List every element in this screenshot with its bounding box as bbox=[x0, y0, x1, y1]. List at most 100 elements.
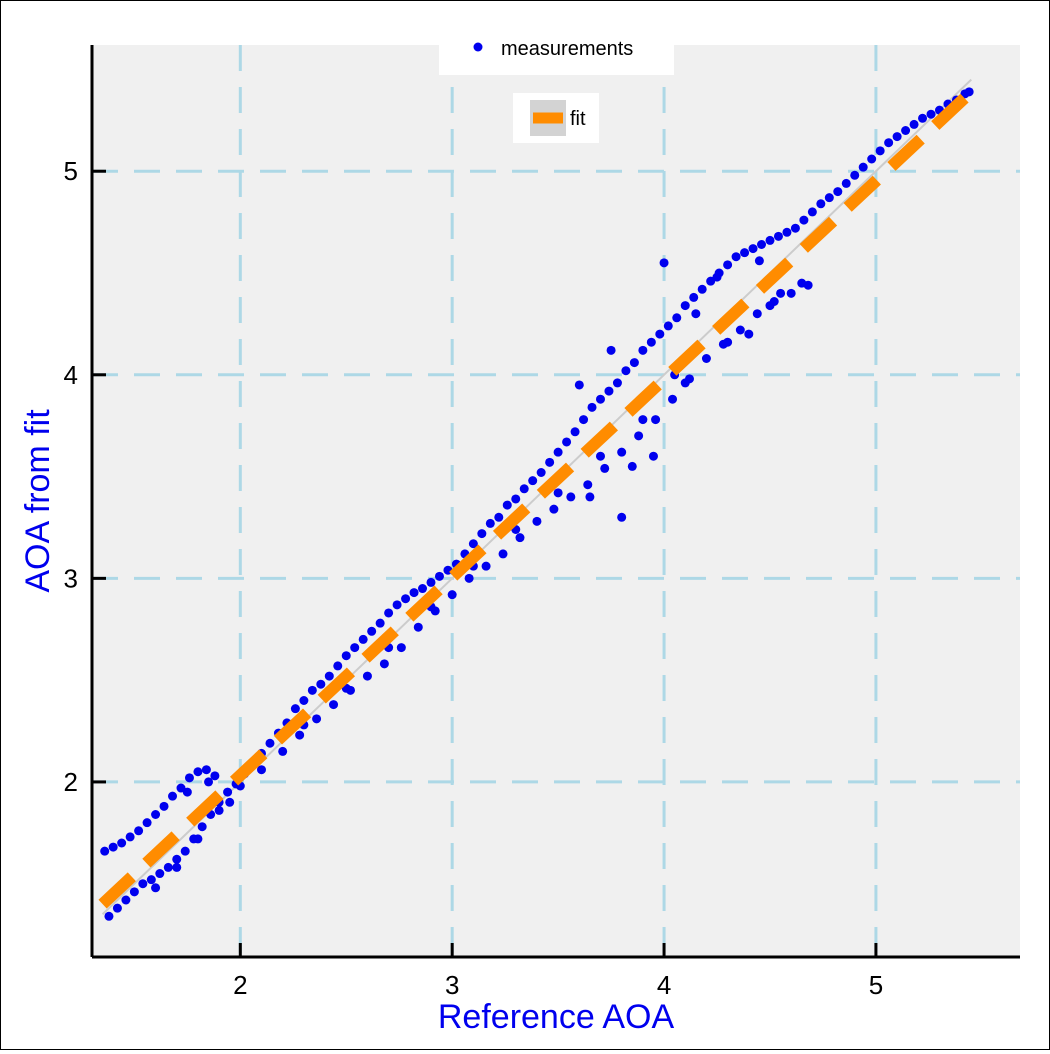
measurement-point bbox=[464, 573, 474, 583]
measurement-point bbox=[193, 834, 203, 844]
measurement-point bbox=[159, 801, 169, 811]
measurement-point bbox=[112, 903, 122, 913]
plot-background bbox=[92, 45, 1020, 957]
measurement-point bbox=[295, 730, 305, 740]
measurement-point bbox=[964, 87, 974, 97]
x-tick-label: 4 bbox=[657, 970, 671, 1000]
measurement-point bbox=[481, 561, 491, 571]
measurement-point bbox=[193, 767, 203, 777]
measurement-point bbox=[612, 378, 622, 388]
measurement-point bbox=[341, 651, 351, 661]
measurement-point bbox=[210, 771, 220, 781]
measurement-point bbox=[731, 252, 741, 262]
x-axis-label: Reference AOA bbox=[438, 998, 675, 1036]
measurement-point bbox=[545, 457, 555, 467]
measurement-point bbox=[754, 256, 764, 266]
measurement-point bbox=[884, 138, 894, 148]
legend-fit-label: fit bbox=[570, 108, 586, 130]
measurement-point bbox=[375, 618, 385, 628]
legend-marker-icon bbox=[473, 42, 483, 52]
measurement-point bbox=[329, 700, 339, 710]
measurement-point bbox=[549, 504, 559, 514]
y-tick-label: 4 bbox=[64, 360, 78, 390]
measurement-point bbox=[617, 447, 627, 457]
x-tick-label: 3 bbox=[445, 970, 459, 1000]
measurement-point bbox=[409, 588, 419, 598]
y-axis-label: AOA from fit bbox=[19, 409, 57, 593]
measurement-point bbox=[426, 577, 436, 587]
measurement-point bbox=[197, 822, 207, 832]
measurement-point bbox=[384, 608, 394, 618]
measurement-point bbox=[498, 549, 508, 559]
measurement-point bbox=[182, 787, 192, 797]
measurement-point bbox=[833, 187, 843, 197]
measurement-point bbox=[553, 447, 563, 457]
measurement-point bbox=[595, 394, 605, 404]
measurement-point bbox=[418, 584, 428, 594]
measurement-point bbox=[712, 272, 722, 282]
measurement-point bbox=[566, 492, 576, 502]
measurement-point bbox=[776, 288, 786, 298]
measurement-point bbox=[858, 162, 868, 172]
measurement-point bbox=[172, 862, 182, 872]
y-tick-label: 5 bbox=[64, 156, 78, 186]
measurement-point bbox=[201, 765, 211, 775]
measurement-point bbox=[316, 679, 326, 689]
measurement-point bbox=[744, 329, 754, 339]
measurement-point bbox=[629, 358, 639, 368]
measurement-point bbox=[256, 765, 266, 775]
measurement-point bbox=[600, 463, 610, 473]
y-ticks: 2 3 4 5 bbox=[64, 156, 106, 797]
measurement-point bbox=[585, 492, 595, 502]
measurement-point bbox=[214, 805, 224, 815]
measurement-point bbox=[324, 671, 334, 681]
measurement-point bbox=[875, 146, 885, 156]
legend-measurements: measurements bbox=[439, 31, 674, 75]
measurement-point bbox=[401, 594, 411, 604]
measurement-point bbox=[646, 337, 656, 347]
measurement-point bbox=[797, 278, 807, 288]
measurement-point bbox=[163, 862, 173, 872]
measurement-point bbox=[379, 659, 389, 669]
measurement-point bbox=[723, 337, 733, 347]
measurement-point bbox=[651, 415, 661, 425]
measurement-point bbox=[663, 321, 673, 331]
measurement-point bbox=[358, 634, 368, 644]
measurement-point bbox=[697, 284, 707, 294]
measurement-point bbox=[536, 468, 546, 477]
measurement-point bbox=[134, 826, 144, 836]
measurement-point bbox=[413, 622, 423, 632]
measurement-point bbox=[104, 911, 114, 921]
measurement-point bbox=[392, 600, 402, 610]
x-tick-label: 5 bbox=[869, 970, 883, 1000]
measurement-point bbox=[668, 394, 678, 404]
measurement-point bbox=[225, 797, 235, 807]
measurement-point bbox=[515, 533, 525, 543]
measurement-point bbox=[841, 178, 851, 188]
measurement-point bbox=[782, 227, 792, 237]
measurement-point bbox=[850, 170, 860, 180]
legend-measurements-box bbox=[439, 31, 674, 75]
measurement-point bbox=[579, 415, 589, 425]
measurement-point bbox=[151, 883, 161, 893]
measurement-point bbox=[184, 773, 194, 783]
measurement-point bbox=[511, 494, 521, 504]
measurement-point bbox=[100, 846, 110, 856]
measurement-point bbox=[701, 354, 711, 363]
measurement-point bbox=[909, 119, 919, 129]
measurement-point bbox=[757, 240, 767, 249]
measurement-point bbox=[299, 696, 309, 705]
measurement-point bbox=[648, 451, 658, 461]
measurement-point bbox=[689, 292, 699, 302]
measurement-point bbox=[604, 386, 614, 396]
measurement-point bbox=[290, 704, 300, 714]
axes bbox=[90, 45, 1020, 959]
measurement-point bbox=[146, 875, 156, 885]
measurement-point bbox=[824, 193, 834, 203]
measurement-point bbox=[583, 480, 593, 490]
measurement-point bbox=[765, 235, 775, 245]
measurement-point bbox=[367, 626, 377, 636]
measurement-point bbox=[138, 879, 148, 889]
